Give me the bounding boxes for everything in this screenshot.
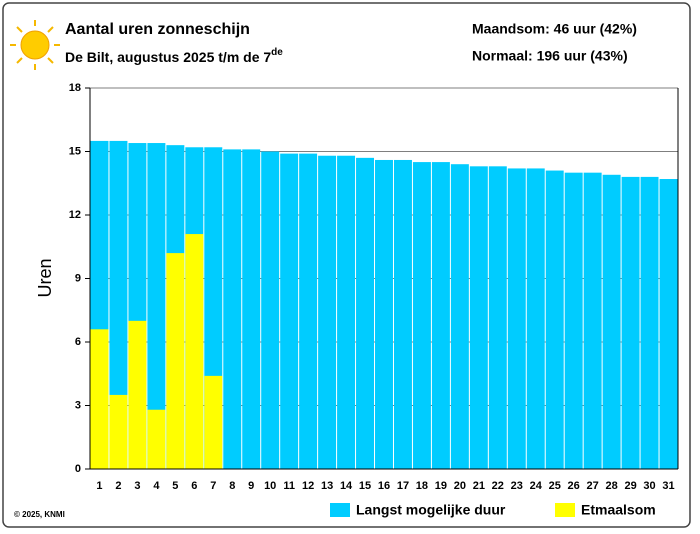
x-tick-label: 27 — [587, 480, 599, 492]
x-tick-label: 19 — [435, 480, 447, 492]
x-tick-label: 29 — [624, 480, 636, 492]
x-tick-label: 9 — [248, 480, 254, 492]
bar — [621, 176, 640, 469]
bar — [431, 162, 450, 470]
x-tick-label: 12 — [302, 480, 314, 492]
x-tick-label: 26 — [568, 480, 580, 492]
footer: © 2025, KNMI — [14, 510, 65, 519]
y-tick-label: 15 — [69, 145, 81, 157]
y-tick-label: 6 — [75, 336, 81, 348]
bar — [90, 329, 109, 469]
y-axis-label: Uren — [35, 258, 55, 297]
x-tick-label: 31 — [662, 480, 674, 492]
bar — [393, 159, 412, 469]
x-tick-label: 13 — [321, 480, 333, 492]
x-tick-label: 30 — [643, 480, 655, 492]
bar — [488, 166, 507, 470]
x-tick-label: 15 — [359, 480, 371, 492]
bar — [507, 168, 526, 469]
bar — [204, 375, 223, 469]
x-tick-label: 3 — [134, 480, 140, 492]
x-tick-label: 2 — [115, 480, 121, 492]
bar — [318, 155, 337, 469]
bar — [356, 157, 375, 469]
bar — [602, 174, 621, 470]
legend-swatch — [330, 503, 350, 517]
bar — [640, 176, 659, 469]
bar — [337, 155, 356, 469]
chart-subtitle: De Bilt, augustus 2025 t/m de 7de — [65, 47, 283, 65]
bar — [280, 153, 299, 469]
bar — [412, 162, 431, 470]
bar — [109, 140, 128, 469]
subtitle-superscript: de — [271, 47, 283, 58]
legend-swatch — [555, 503, 575, 517]
y-tick-label: 0 — [75, 463, 81, 475]
x-tick-label: 14 — [340, 480, 353, 492]
bar — [147, 143, 166, 470]
x-tick-label: 18 — [416, 480, 428, 492]
x-tick-label: 21 — [473, 480, 485, 492]
bar — [147, 409, 166, 469]
x-tick-label: 8 — [229, 480, 235, 492]
x-tick-label: 25 — [549, 480, 561, 492]
x-tick-label: 22 — [492, 480, 504, 492]
x-tick-label: 17 — [397, 480, 409, 492]
bar — [450, 164, 469, 469]
x-tick-label: 6 — [191, 480, 197, 492]
x-tick-label: 5 — [172, 480, 178, 492]
y-tick-label: 3 — [75, 399, 81, 411]
bar — [261, 151, 280, 469]
y-tick-label: 12 — [69, 209, 81, 221]
annotation: Normaal: 196 uur (43%) — [472, 48, 628, 64]
bar — [583, 172, 602, 469]
legend-label: Etmaalsom — [581, 502, 656, 518]
bar — [223, 149, 242, 469]
bar — [469, 166, 488, 470]
bar — [185, 234, 204, 469]
x-tick-label: 20 — [454, 480, 466, 492]
x-tick-label: 11 — [283, 480, 295, 492]
bar — [242, 149, 261, 469]
x-tick-label: 10 — [264, 480, 276, 492]
x-tick-label: 16 — [378, 480, 390, 492]
x-tick-label: 4 — [153, 480, 160, 492]
bar — [166, 253, 185, 469]
x-tick-label: 24 — [530, 480, 543, 492]
bar — [545, 170, 564, 470]
y-tick-label: 9 — [75, 272, 81, 284]
bar — [109, 394, 128, 469]
bar — [526, 168, 545, 469]
bar — [375, 159, 393, 469]
annotation: Maandsom: 46 uur (42%) — [472, 21, 637, 37]
x-tick-label: 28 — [605, 480, 617, 492]
sun-icon — [10, 20, 60, 70]
legend-label: Langst mogelijke duur — [356, 502, 506, 518]
y-tick-label: 18 — [69, 82, 81, 94]
bar — [659, 179, 678, 469]
bar — [299, 153, 318, 469]
x-tick-label: 23 — [511, 480, 523, 492]
bar — [128, 320, 147, 469]
x-tick-label: 1 — [96, 480, 102, 492]
chart-title: Aantal uren zonneschijn — [65, 21, 250, 38]
subtitle-text: De Bilt, augustus 2025 t/m de 7 — [65, 49, 271, 65]
x-tick-label: 7 — [210, 480, 216, 492]
bar — [564, 172, 583, 469]
